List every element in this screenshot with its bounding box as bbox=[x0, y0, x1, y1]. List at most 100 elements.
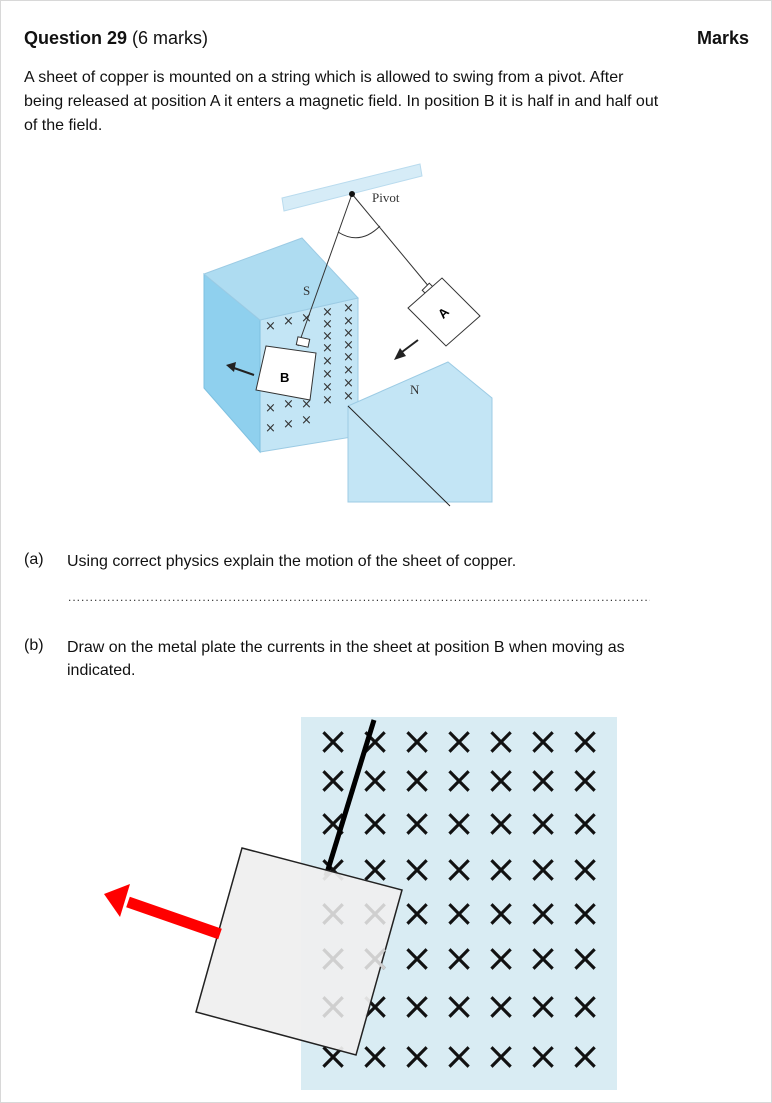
field-cross: × bbox=[569, 801, 601, 845]
ceiling-bar bbox=[281, 163, 423, 212]
field-cross: × bbox=[569, 1034, 601, 1078]
part-b-label: (b) bbox=[24, 637, 44, 654]
pendulum-string bbox=[323, 719, 377, 877]
field-cross: × bbox=[283, 397, 294, 412]
field-cross: × bbox=[322, 367, 333, 382]
field-cross: × bbox=[301, 311, 312, 326]
part-a-label: (a) bbox=[24, 551, 44, 568]
field-cross: × bbox=[485, 719, 517, 763]
question-intro: A sheet of copper is mounted on a string… bbox=[24, 69, 659, 134]
field-cross: × bbox=[443, 801, 475, 845]
faded-field-cross: × bbox=[317, 936, 349, 980]
field-cross: × bbox=[485, 758, 517, 802]
field-grid-diagram: × × × × × × ×× × × × × × ×× × × × × × ×× × × × × × ×× × × × ×× × × × ×× ×… bbox=[104, 717, 617, 1090]
pendulum-magnet-diagram: × × × × ×× ×× ×× ×× ×× ×× ×× ×× × ×× × × Pivot S B A N bbox=[203, 163, 493, 507]
field-cross: × bbox=[527, 1034, 559, 1078]
field-cross: × bbox=[443, 891, 475, 935]
plate-faded-crosses: × ×× ×× bbox=[317, 891, 391, 1028]
pivot-label: Pivot bbox=[372, 190, 400, 205]
field-cross: × bbox=[322, 393, 333, 408]
faded-field-cross: × bbox=[317, 891, 349, 935]
string-to-a bbox=[351, 193, 431, 289]
field-cross: × bbox=[401, 847, 433, 891]
field-cross: × bbox=[265, 401, 276, 416]
south-label: S bbox=[303, 283, 310, 298]
motion-arrow-shaft bbox=[126, 896, 222, 940]
field-cross: × bbox=[322, 329, 333, 344]
field-cross: × bbox=[283, 314, 294, 329]
field-cross: × bbox=[359, 801, 391, 845]
field-cross: × bbox=[443, 758, 475, 802]
field-cross: × bbox=[343, 350, 354, 365]
north-magnet-front bbox=[347, 361, 493, 503]
diagram1-field-crosses: × × × × ×× ×× ×× ×× ×× ×× ×× ×× × ×× × × bbox=[265, 301, 354, 436]
motion-arrow-a-shaft bbox=[401, 339, 419, 353]
field-cross: × bbox=[569, 984, 601, 1028]
field-cross: × bbox=[343, 326, 354, 341]
part-b-text: Draw on the metal plate the currents in … bbox=[67, 639, 625, 679]
answer-line[interactable]: ........................................… bbox=[68, 590, 650, 604]
field-cross: × bbox=[485, 936, 517, 980]
question-marks-info: (6 marks) bbox=[132, 28, 209, 48]
motion-arrow-head bbox=[104, 884, 130, 917]
plate-a bbox=[407, 277, 481, 347]
plate-b-tab bbox=[295, 336, 311, 348]
field-cross: × bbox=[343, 376, 354, 391]
field-cross: × bbox=[527, 891, 559, 935]
field-cross: × bbox=[485, 847, 517, 891]
field-cross: × bbox=[485, 801, 517, 845]
plate-b bbox=[255, 345, 317, 401]
field-cross: × bbox=[343, 301, 354, 316]
field-cross: × bbox=[569, 891, 601, 935]
field-cross: × bbox=[443, 936, 475, 980]
field-cross: × bbox=[527, 984, 559, 1028]
field-cross: × bbox=[569, 847, 601, 891]
copper-plate bbox=[195, 847, 403, 1056]
field-cross: × bbox=[527, 801, 559, 845]
field-cross: × bbox=[443, 984, 475, 1028]
marks-header: Marks bbox=[697, 28, 750, 48]
field-cross: × bbox=[317, 758, 349, 802]
field-cross: × bbox=[485, 984, 517, 1028]
field-cross: × bbox=[401, 936, 433, 980]
field-cross: × bbox=[322, 305, 333, 320]
field-cross: × bbox=[265, 421, 276, 436]
faded-field-cross: × bbox=[359, 936, 391, 980]
field-cross: × bbox=[317, 719, 349, 763]
field-cross: × bbox=[322, 354, 333, 369]
swing-angle-arc bbox=[337, 225, 381, 239]
field-cross: × bbox=[569, 936, 601, 980]
field-cross: × bbox=[527, 719, 559, 763]
field-cross: × bbox=[401, 891, 433, 935]
field-cross: × bbox=[322, 317, 333, 332]
motion-arrow-b-shaft bbox=[233, 367, 255, 376]
field-cross: × bbox=[401, 758, 433, 802]
field-cross: × bbox=[401, 984, 433, 1028]
field-cross: × bbox=[283, 417, 294, 432]
pivot-point bbox=[349, 191, 355, 197]
field-cross: × bbox=[359, 758, 391, 802]
field-cross: × bbox=[527, 847, 559, 891]
field-cross: × bbox=[485, 1034, 517, 1078]
field-cross: × bbox=[527, 758, 559, 802]
field-cross: × bbox=[343, 314, 354, 329]
field-cross: × bbox=[443, 847, 475, 891]
field-cross: × bbox=[322, 341, 333, 356]
south-magnet-top bbox=[203, 237, 359, 321]
string-to-b bbox=[297, 193, 353, 347]
field-cross: × bbox=[301, 397, 312, 412]
field-cross: × bbox=[443, 719, 475, 763]
question-title: Question 29 (6 marks) bbox=[24, 28, 208, 49]
faded-field-cross: × bbox=[359, 891, 391, 935]
field-cross: × bbox=[443, 1034, 475, 1078]
field-cross: × bbox=[569, 758, 601, 802]
field-cross: × bbox=[265, 319, 276, 334]
motion-arrow-a-head bbox=[394, 348, 406, 360]
motion-arrow-b-head bbox=[226, 362, 236, 372]
field-cross: × bbox=[359, 1034, 391, 1078]
faded-field-cross: × bbox=[317, 984, 349, 1028]
field-cross: × bbox=[569, 719, 601, 763]
field-cross: × bbox=[401, 1034, 433, 1078]
field-cross: × bbox=[527, 936, 559, 980]
field-cross: × bbox=[343, 338, 354, 353]
